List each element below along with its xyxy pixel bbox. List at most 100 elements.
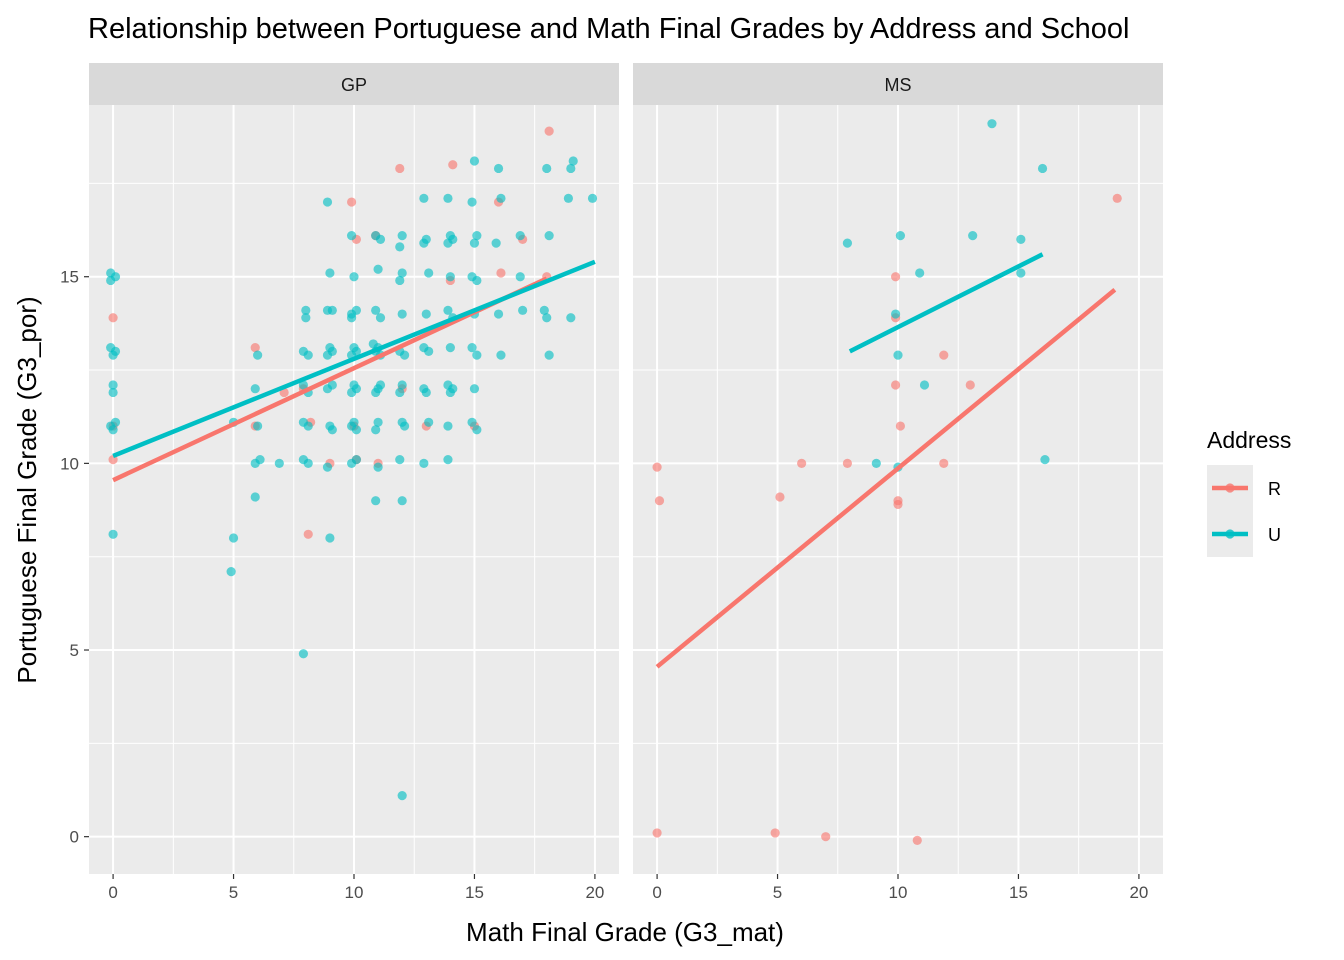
- data-point-u: [274, 458, 284, 468]
- data-point-r: [890, 380, 901, 390]
- x-tick-label: 5: [229, 883, 238, 902]
- data-point-u: [327, 346, 337, 356]
- data-point-r: [895, 421, 906, 431]
- data-point-u: [542, 313, 552, 323]
- data-point-u: [515, 231, 525, 241]
- data-point-u: [448, 384, 458, 394]
- data-point-u: [106, 275, 116, 286]
- y-tick-label: 5: [70, 641, 79, 660]
- data-point-u: [108, 387, 118, 398]
- legend-title: Address: [1207, 427, 1291, 453]
- data-point-u: [303, 421, 313, 431]
- data-point-r: [797, 458, 807, 468]
- data-point-r: [395, 163, 405, 174]
- facet-strip-label-ms: MS: [885, 75, 912, 95]
- data-point-u: [303, 458, 313, 468]
- trend-line-r: [655, 288, 1117, 669]
- data-point-u: [395, 455, 405, 465]
- data-point-u: [445, 343, 455, 353]
- data-point-u: [349, 272, 359, 282]
- data-point-u: [566, 313, 576, 323]
- data-point-u: [397, 268, 407, 278]
- data-point-u: [568, 156, 578, 166]
- data-point-u: [443, 455, 453, 465]
- legend-label-r: R: [1268, 479, 1281, 499]
- data-point-u: [893, 350, 903, 360]
- data-point-u: [228, 533, 239, 543]
- data-point-u: [542, 163, 552, 174]
- data-point-u: [987, 119, 997, 129]
- data-point-r: [939, 350, 949, 360]
- x-tick-label: 10: [889, 883, 908, 902]
- data-point-u: [371, 496, 381, 506]
- facet-panel-gp: GP 0 5 10 15 20 0 5 10 15: [60, 63, 619, 902]
- data-point-u: [467, 417, 477, 427]
- x-tick-label: 10: [345, 883, 364, 902]
- data-point-u: [395, 242, 405, 252]
- data-point-u: [496, 193, 506, 203]
- data-point-u: [419, 238, 429, 248]
- data-point-u: [397, 309, 407, 319]
- y-tick-label: 10: [60, 454, 79, 473]
- data-point-u: [397, 380, 407, 390]
- data-point-u: [421, 387, 431, 398]
- data-point-u: [301, 313, 311, 323]
- data-point-u: [327, 380, 337, 390]
- data-point-r: [654, 496, 665, 506]
- data-point-u: [1016, 268, 1026, 278]
- data-point-u: [566, 163, 576, 174]
- data-point-r: [821, 832, 831, 842]
- data-point-u: [346, 231, 357, 241]
- data-point-u: [544, 350, 554, 360]
- legend-point-r: [1225, 483, 1235, 493]
- x-tick-label: 0: [108, 883, 117, 902]
- data-point-u: [968, 231, 978, 241]
- data-point-u: [351, 425, 362, 435]
- data-point-u: [842, 238, 853, 248]
- data-point-r: [939, 458, 949, 468]
- facet-panel-ms: MS 0 5 10 15 20: [633, 63, 1163, 902]
- data-point-u: [469, 384, 480, 394]
- x-tick-label: 0: [652, 883, 661, 902]
- data-point-u: [518, 305, 528, 315]
- data-point-r: [890, 272, 901, 282]
- data-point-u: [1040, 455, 1050, 465]
- data-point-u: [397, 231, 407, 241]
- data-point-u: [919, 380, 930, 390]
- data-point-u: [373, 417, 383, 427]
- data-point-u: [890, 309, 901, 319]
- data-point-u: [544, 231, 554, 241]
- data-point-u: [346, 313, 357, 323]
- data-point-u: [424, 346, 434, 356]
- data-point-u: [322, 197, 333, 207]
- legend-point-u: [1225, 529, 1235, 539]
- data-point-u: [397, 496, 407, 506]
- data-point-u: [443, 193, 453, 203]
- data-point-u: [419, 193, 429, 203]
- data-point-u: [1016, 234, 1026, 244]
- data-point-r: [842, 458, 853, 468]
- data-point-r: [1112, 193, 1122, 203]
- data-point-u: [871, 458, 881, 468]
- data-point-u: [351, 346, 362, 356]
- data-point-u: [371, 425, 381, 435]
- data-point-r: [652, 462, 662, 472]
- data-point-u: [108, 380, 118, 390]
- data-point-u: [467, 343, 477, 353]
- x-axis-title: Math Final Grade (G3_mat): [466, 917, 784, 947]
- data-point-u: [253, 350, 263, 360]
- data-point-r: [496, 268, 506, 278]
- data-point-u: [375, 234, 386, 244]
- data-point-u: [298, 380, 309, 390]
- facet-strip-gp: [89, 63, 619, 105]
- data-point-u: [253, 421, 263, 431]
- facet-strip-ms: [633, 63, 1163, 105]
- data-point-u: [255, 455, 265, 465]
- data-point-u: [469, 156, 480, 166]
- data-point-u: [325, 268, 335, 278]
- data-point-r: [893, 499, 903, 510]
- data-point-u: [351, 305, 362, 315]
- data-point-u: [108, 350, 118, 360]
- data-point-u: [424, 417, 434, 427]
